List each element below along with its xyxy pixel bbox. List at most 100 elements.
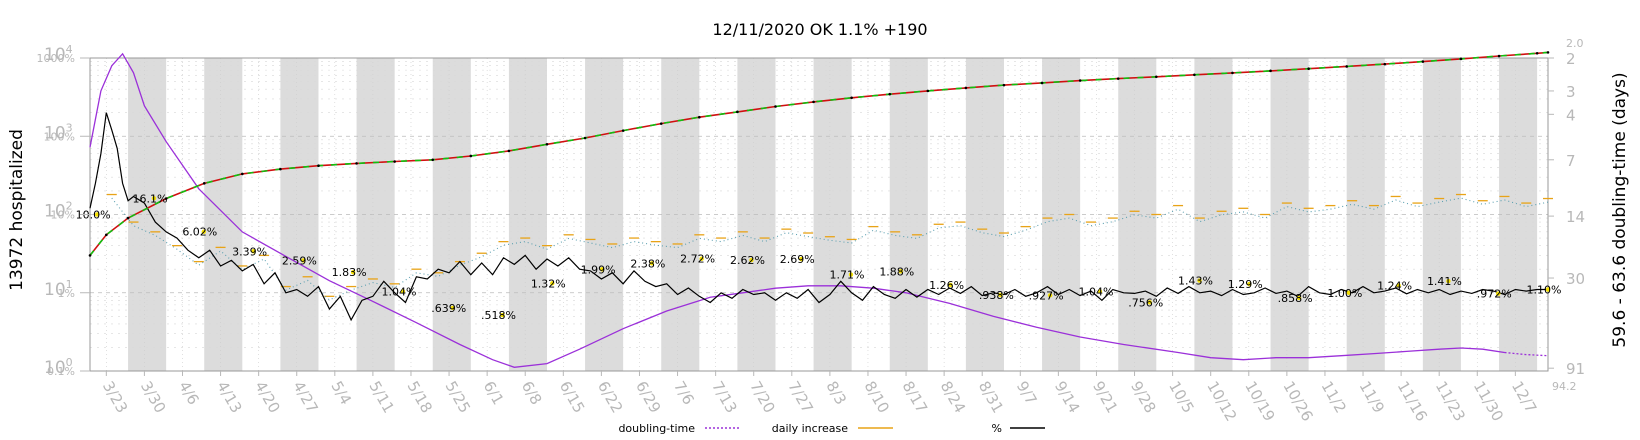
- annotation-label: .756%: [1128, 296, 1163, 309]
- legend-pct-label: %: [992, 422, 1002, 435]
- x-tick-label: 5/25: [442, 378, 474, 416]
- hospitalized-point: [964, 86, 968, 90]
- hospitalized-point: [355, 162, 358, 165]
- annotation-label: 1.41%: [1427, 275, 1462, 288]
- annotation-label: .972%: [1477, 288, 1512, 301]
- x-tick-label: 4/27: [289, 378, 321, 416]
- pct-tick-label: 1000%: [37, 52, 75, 65]
- annotation-dot: [1396, 283, 1401, 288]
- pct-tick-label: 10%: [51, 209, 75, 222]
- annotation-dot: [699, 256, 704, 261]
- hospitalized-point: [126, 216, 130, 220]
- hospitalized-line-green: [89, 51, 1549, 256]
- annotation-dot: [1047, 293, 1053, 298]
- x-tick-label: 9/28: [1127, 378, 1159, 416]
- annotation-label: 1.99%: [581, 263, 616, 276]
- hospitalized-point: [241, 172, 244, 176]
- hospitalized-point: [202, 182, 206, 185]
- hospitalized-point: [105, 233, 108, 237]
- hospitalized-point: [621, 129, 625, 132]
- hospitalized-point: [1459, 57, 1463, 61]
- hospitalized-point: [1497, 54, 1501, 58]
- x-tick-label: 7/27: [784, 378, 816, 416]
- hospitalized-point: [659, 122, 663, 125]
- hospitalized-point: [1535, 51, 1539, 55]
- left-tick-label: 101: [44, 278, 73, 300]
- annotation-label: 1.26%: [929, 279, 964, 292]
- x-tick-label: 10/19: [1241, 378, 1278, 424]
- x-tick-label: 7/20: [746, 378, 778, 416]
- annotation-label: .639%: [431, 302, 466, 315]
- x-tick-label: 11/9: [1356, 378, 1388, 416]
- hospitalized-point: [279, 167, 282, 171]
- x-tick-label: 3/30: [137, 378, 169, 416]
- hospitalized-point: [698, 115, 701, 119]
- x-tick-label: 5/18: [404, 378, 436, 416]
- annotation-label: 1.43%: [1178, 275, 1213, 288]
- chart-title: 12/11/2020 OK 1.1% +190: [712, 20, 927, 39]
- annotation-layer: 10.0% 16.1% 6.02% 3.39% 2.59% 1.83% 1.04% .639%…: [76, 192, 1562, 322]
- hospitalized-point: [583, 136, 587, 140]
- annotation-dot: [400, 289, 406, 294]
- annotation-dot: [550, 281, 555, 286]
- annotation-dot: [201, 229, 206, 234]
- hospitalized-point: [774, 105, 777, 108]
- annotation-label: 1.29%: [1228, 278, 1263, 291]
- hospitalized-point: [1154, 75, 1158, 79]
- right-tick-label: 30: [1566, 270, 1585, 288]
- annotation-dot: [599, 267, 605, 272]
- annotation-label: .927%: [1029, 289, 1064, 302]
- hospitalized-point: [850, 96, 853, 100]
- hospitalized-point: [164, 197, 168, 200]
- hospitalized-point: [317, 164, 320, 168]
- hospitalized-point: [1040, 81, 1044, 85]
- x-tick-label: 9/14: [1051, 378, 1083, 416]
- hospitalized-point: [1345, 65, 1349, 68]
- x-tick-label: 4/13: [213, 378, 245, 416]
- x-tick-label: 8/31: [975, 378, 1007, 416]
- annotation-label: 1.71%: [830, 269, 865, 282]
- hospitalized-point: [1002, 83, 1006, 87]
- left-tick-label: 104: [44, 43, 73, 65]
- hospitalized-point: [507, 149, 511, 153]
- annotation-label: 1.10%: [1527, 284, 1562, 297]
- x-tick-label: 8/3: [822, 378, 850, 408]
- annotation-dot: [799, 256, 804, 262]
- hospitalized-point: [393, 160, 396, 163]
- annotation-dot: [749, 257, 754, 263]
- right-tick-label: 14: [1566, 208, 1585, 226]
- x-tick-label: 9/7: [1013, 378, 1041, 408]
- hospitalized-point: [1116, 77, 1120, 80]
- x-tick-label: 10/12: [1203, 378, 1240, 424]
- hospitalized-point: [1307, 67, 1310, 70]
- x-tick-label: 5/11: [365, 378, 397, 416]
- x-tick-label: 4/6: [175, 378, 203, 408]
- x-tick-label: 12/7: [1508, 378, 1540, 416]
- x-tick-label: 11/30: [1470, 378, 1507, 424]
- x-tick-label: 6/8: [518, 378, 546, 408]
- x-tick-label: 6/29: [632, 378, 664, 416]
- left-tick-label: 100: [44, 356, 73, 378]
- hospitalized-point: [888, 92, 892, 96]
- hospitalized-point: [431, 158, 435, 162]
- annotation-label: .938%: [979, 289, 1014, 302]
- annotation-label: 2.72%: [680, 253, 715, 266]
- x-tick-label: 6/22: [594, 378, 626, 416]
- annotation-label: 2.69%: [780, 253, 815, 266]
- annotation-label: 1.32%: [531, 277, 566, 290]
- annotation-dot: [1296, 295, 1302, 301]
- annotation-dot: [1247, 281, 1252, 287]
- annotation-dot: [301, 258, 306, 263]
- doubling-time-line: [89, 52, 1505, 368]
- grid-lines: [90, 57, 1548, 372]
- annotation-dot: [1446, 278, 1451, 284]
- annotation-dot: [1097, 289, 1103, 294]
- x-tick-label: 7/13: [708, 378, 740, 416]
- annotation-dot: [1545, 287, 1551, 292]
- annotation-label: 1.04%: [1078, 285, 1113, 298]
- hospitalized-point: [1078, 79, 1082, 82]
- hospitalized-point: [926, 89, 930, 93]
- annotation-dot: [1496, 291, 1501, 296]
- x-tick-label: 4/20: [251, 378, 283, 416]
- annotation-label: .858%: [1278, 292, 1313, 305]
